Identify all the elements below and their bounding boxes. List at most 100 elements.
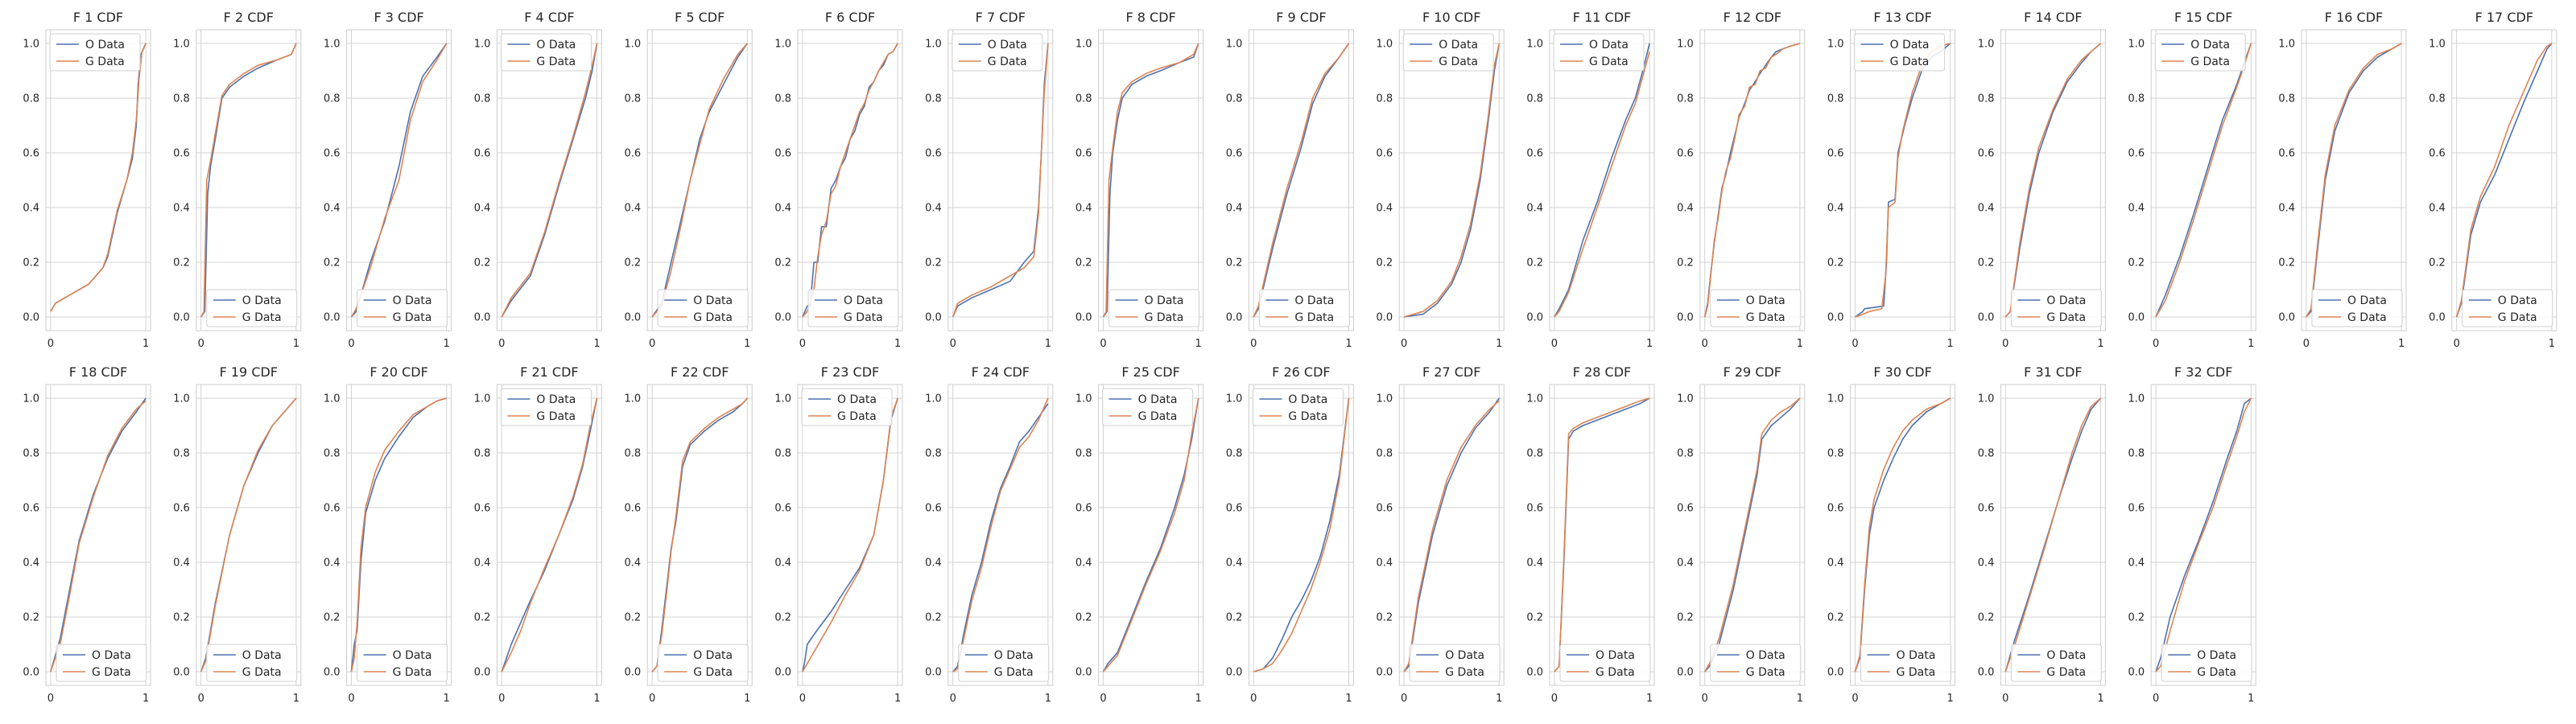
f28-ytick-label: 1.0	[1526, 393, 1543, 405]
f13-legend-g-label: G Data	[1890, 56, 1930, 68]
f24-title: F 24 CDF	[972, 364, 1030, 380]
f5-ytick-label: 0.0	[625, 312, 642, 324]
f3-legend-g-label: G Data	[393, 311, 432, 324]
f15-legend-g-label: G Data	[2190, 56, 2230, 68]
f13-title: F 13 CDF	[1873, 10, 1931, 25]
f7-g-data-line	[952, 43, 1049, 318]
f23-g-data-line	[802, 397, 898, 673]
f12-g-data-line	[1703, 43, 1801, 318]
chart-f24: F 24 CDF 0.0 0.2 0.4 0.6 0.8 1.0 0 1 O Data G Data	[925, 364, 1054, 705]
f30-title: F 30 CDF	[1873, 364, 1931, 380]
f17-legend-g-label: G Data	[2498, 311, 2537, 324]
f29-ytick-label: 1.0	[1677, 393, 1694, 405]
f26-axes-frame	[1248, 384, 1354, 686]
f5-title: F 5 CDF	[675, 10, 724, 25]
f28-xtick-label: 1	[1646, 693, 1653, 705]
f21-legend-o-label: O Data	[536, 393, 576, 406]
f32-legend: O Data G Data	[2161, 644, 2252, 682]
f27-xtick-label: 0	[1401, 693, 1407, 705]
f21-legend: O Data G Data	[500, 388, 592, 426]
f13-o-data-line	[1855, 43, 1951, 318]
f17-o-data-line	[2455, 43, 2553, 318]
f20-xtick-label: 1	[444, 693, 450, 705]
f31-axes-frame	[2000, 384, 2106, 686]
f1-legend: O Data G Data	[49, 33, 141, 72]
f19-ytick-label: 0.8	[173, 448, 190, 460]
f15-ytick-label: 0.4	[2128, 203, 2145, 215]
f15-o-data-line	[2155, 43, 2252, 318]
f15-xtick-label: 0	[2153, 338, 2159, 350]
f13-legend-o-label: O Data	[1890, 39, 1930, 51]
f32-legend-g-label: G Data	[2197, 666, 2236, 679]
f10-legend-o-label: O Data	[1439, 39, 1478, 51]
f2-o-data-line	[200, 43, 297, 318]
chart-f22: F 22 CDF 0.0 0.2 0.4 0.6 0.8 1.0 0 1 O Data G Data	[625, 364, 753, 705]
f5-ytick-label: 0.8	[625, 93, 642, 105]
f17-ytick-label: 0.4	[2429, 203, 2446, 215]
f14-legend-g-label: G Data	[2046, 311, 2086, 324]
f8-xtick-label: 0	[1100, 338, 1106, 350]
chart-f17: F 17 CDF 0.0 0.2 0.4 0.6 0.8 1.0 0 1 O Data G Data	[2429, 10, 2557, 350]
f18-ytick-label: 0.8	[23, 448, 39, 460]
chart-f13: F 13 CDF 0.0 0.2 0.4 0.6 0.8 1.0 0 1 O Data G Data	[1827, 10, 1956, 350]
f23-ytick-label: 0.6	[774, 503, 791, 515]
f13-ytick-label: 0.2	[1827, 257, 1844, 269]
f24-ytick-label: 0.4	[925, 557, 942, 570]
f6-ytick-label: 0.6	[774, 148, 791, 160]
f20-ytick-label: 1.0	[324, 393, 341, 405]
f16-ytick-label: 0.0	[2278, 312, 2295, 324]
f4-xtick-label: 1	[593, 338, 600, 350]
f8-legend-o-label: O Data	[1145, 294, 1184, 307]
f23-legend-o-label: O Data	[837, 393, 877, 406]
f25-ytick-label: 1.0	[1075, 393, 1092, 405]
f5-ytick-label: 0.6	[625, 148, 642, 160]
f9-xtick-label: 0	[1250, 338, 1257, 350]
f5-ytick-label: 0.2	[625, 257, 642, 269]
f1-axes-frame	[45, 29, 151, 331]
f9-ytick-label: 0.8	[1226, 93, 1243, 105]
f18-ytick-label: 0.0	[23, 667, 39, 679]
f22-axes-frame	[646, 384, 753, 686]
f30-ytick-label: 0.2	[1827, 612, 1844, 624]
f15-ytick-label: 0.2	[2128, 257, 2145, 269]
f9-g-data-line	[1253, 43, 1350, 318]
f6-legend: O Data G Data	[807, 289, 899, 327]
f5-legend: O Data G Data	[657, 289, 749, 327]
chart-f25: F 25 CDF 0.0 0.2 0.4 0.6 0.8 1.0 0 1 O Data G Data	[1075, 364, 1204, 705]
f31-ytick-label: 0.8	[1978, 448, 1995, 460]
f8-ytick-label: 0.2	[1075, 257, 1092, 269]
f25-ytick-label: 0.2	[1075, 612, 1092, 624]
f32-legend-o-label: O Data	[2197, 649, 2236, 662]
f17-ytick-label: 0.2	[2429, 257, 2446, 269]
f8-g-data-line	[1102, 43, 1199, 318]
f4-ytick-label: 0.2	[474, 257, 491, 269]
f9-xtick-label: 1	[1345, 338, 1352, 350]
f9-title: F 9 CDF	[1276, 10, 1326, 25]
f25-axes-frame	[1098, 384, 1204, 686]
f31-xtick-label: 1	[2097, 693, 2103, 705]
f9-axes-frame	[1248, 29, 1354, 331]
f16-legend-o-label: O Data	[2347, 294, 2387, 307]
f30-ytick-label: 0.6	[1827, 503, 1844, 515]
f24-ytick-label: 0.2	[925, 612, 942, 624]
f11-ytick-label: 1.0	[1526, 39, 1543, 51]
f14-axes-frame	[2000, 29, 2106, 331]
f20-axes-frame	[346, 384, 452, 686]
f5-xtick-label: 1	[744, 338, 750, 350]
f26-xtick-label: 1	[1345, 693, 1352, 705]
f29-title: F 29 CDF	[1724, 364, 1781, 380]
f8-xtick-label: 1	[1195, 338, 1202, 350]
f23-ytick-label: 0.4	[774, 557, 791, 570]
f9-legend: O Data G Data	[1258, 289, 1350, 327]
f1-legend-o-label: O Data	[85, 39, 125, 51]
f9-legend-g-label: G Data	[1294, 311, 1334, 324]
f27-o-data-line	[1403, 397, 1500, 673]
f6-o-data-line	[802, 43, 898, 318]
f31-legend-g-label: G Data	[2046, 666, 2086, 679]
f19-axes-frame	[196, 384, 302, 686]
f7-xtick-label: 1	[1045, 338, 1051, 350]
f12-xtick-label: 1	[1797, 338, 1803, 350]
f13-ytick-label: 0.4	[1827, 203, 1844, 215]
f28-ytick-label: 0.2	[1526, 612, 1543, 624]
